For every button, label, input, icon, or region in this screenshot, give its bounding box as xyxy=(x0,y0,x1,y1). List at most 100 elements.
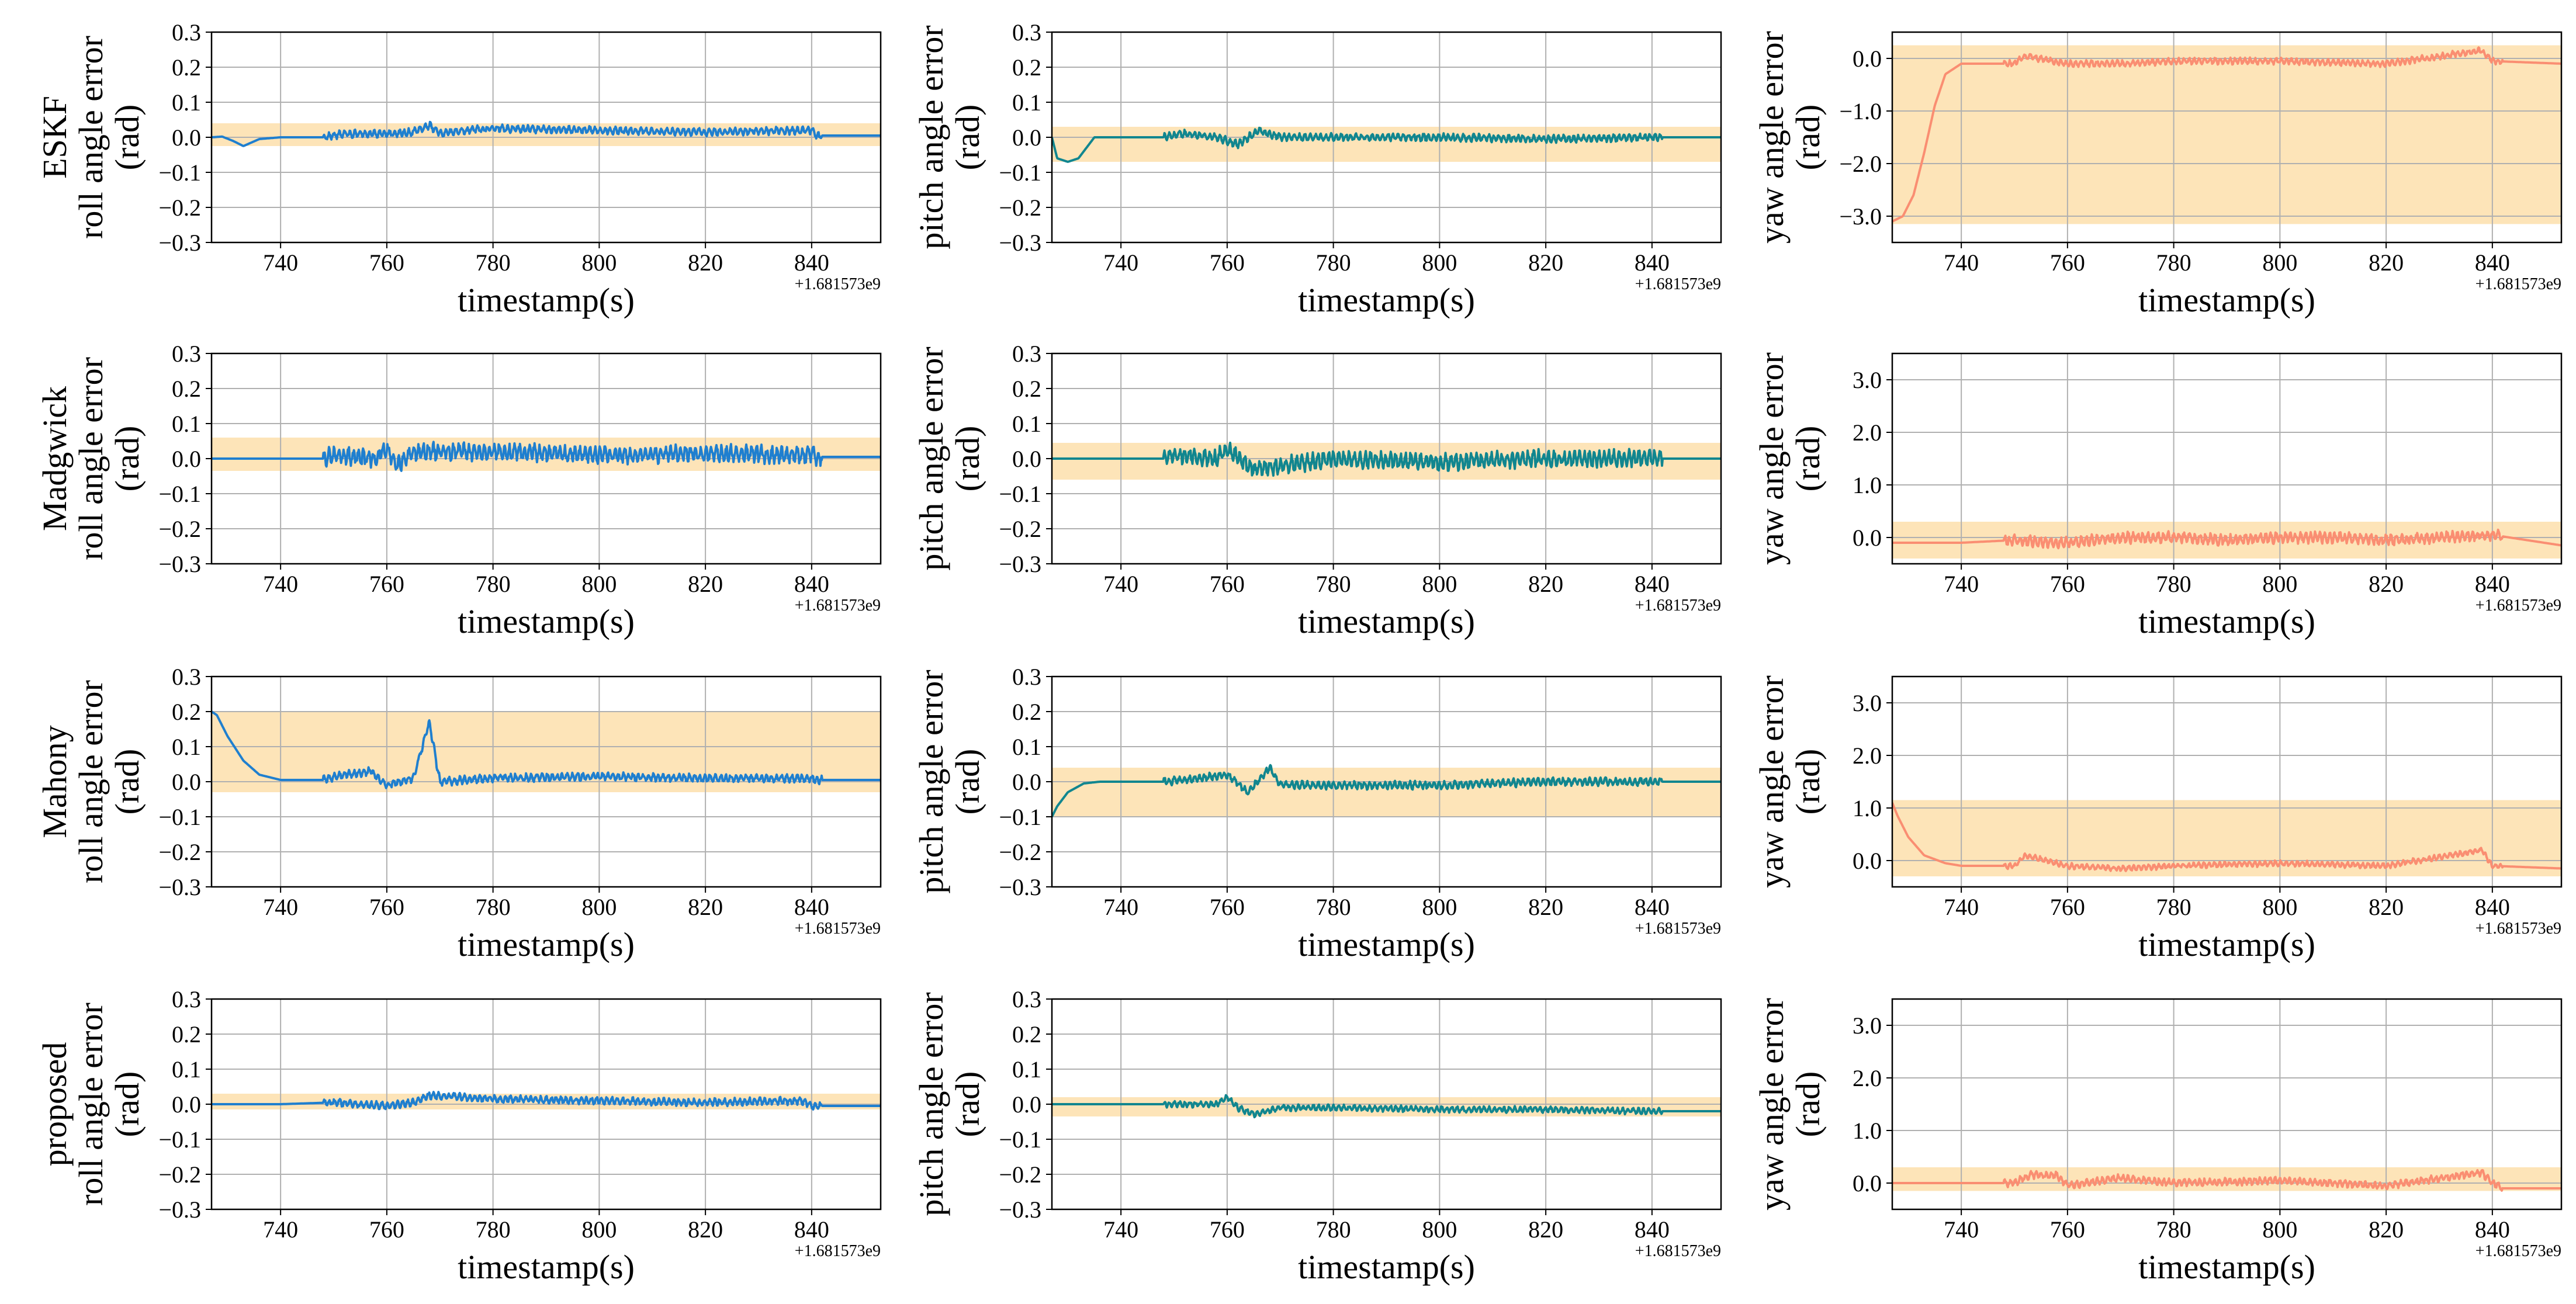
y-tick-label: 0.3 xyxy=(172,986,201,1012)
x-tick-label: 800 xyxy=(2262,894,2297,920)
x-tick-label: 840 xyxy=(794,894,829,920)
y-tick-label: 0.0 xyxy=(1012,124,1041,151)
y-axis-label-line: yaw angle error xyxy=(1753,352,1791,565)
y-axis-label-line: (rad) xyxy=(1789,1071,1827,1137)
y-tick-label: 0.0 xyxy=(1853,1170,1882,1197)
subplot-madgwick-roll: 740 760 780 800 820 840 −0.3 −0.2 −0.1 0.0 0.1 0.2 0… xyxy=(36,341,882,640)
y-tick-label: −0.2 xyxy=(999,839,1041,865)
y-tick-label: −0.3 xyxy=(158,230,201,256)
axes-frame xyxy=(1891,675,2563,888)
y-tick-label: 0.3 xyxy=(1012,19,1041,46)
series-line-pitch xyxy=(1052,126,1721,163)
y-tick-label: −0.2 xyxy=(999,516,1041,542)
x-tick-label: 840 xyxy=(1635,249,1670,276)
x-tick-label: 780 xyxy=(2156,1216,2191,1243)
x-offset-label: +1.681573e9 xyxy=(1635,596,1721,615)
x-tick-label: 820 xyxy=(1528,894,1563,920)
x-tick-label: 800 xyxy=(581,249,617,276)
y-axis-label-line: yaw angle error xyxy=(1753,31,1791,244)
y-tick-label: 0.1 xyxy=(1012,734,1041,760)
x-tick-label: 740 xyxy=(1103,1216,1138,1243)
y-axis-label: pitch angle error(rad) xyxy=(912,670,986,893)
x-offset-label: +1.681573e9 xyxy=(2475,275,2561,293)
x-tick-label: 820 xyxy=(688,1216,723,1243)
y-tick-label: 2.0 xyxy=(1853,743,1882,769)
x-tick-label: 780 xyxy=(2156,249,2191,276)
x-tick-label: 820 xyxy=(2369,1216,2404,1243)
series-line-roll xyxy=(212,1091,881,1111)
y-axis-label: proposedroll angle error(rad) xyxy=(36,1003,146,1206)
y-tick-label: 1.0 xyxy=(1853,1118,1882,1144)
y-tick-label: 3.0 xyxy=(1853,690,1882,716)
x-tick-label: 820 xyxy=(688,571,723,597)
x-tick-label: 800 xyxy=(2262,571,2297,597)
x-tick-label: 760 xyxy=(369,1216,404,1243)
subplot-eskf-yaw: 740 760 780 800 820 840 −3.0 −2.0 −1.0 0.0 +1.6815… xyxy=(1753,31,2563,319)
y-tick-label: 0.0 xyxy=(172,446,201,472)
y-axis-label: Madgwickroll angle error(rad) xyxy=(36,357,146,560)
y-tick-label: 0.0 xyxy=(1012,769,1041,795)
y-tick-label: 0.2 xyxy=(1012,54,1041,81)
y-axis-label-line: roll angle error xyxy=(72,1003,110,1206)
x-axis-label: timestamp(s) xyxy=(2138,1248,2315,1286)
y-axis-label-line: (rad) xyxy=(1789,105,1827,171)
x-axis-label: timestamp(s) xyxy=(1298,602,1475,640)
y-tick-label: 0.1 xyxy=(172,411,201,437)
subplot-proposed-yaw: 740 760 780 800 820 840 0.0 1.0 2.0 3.0 +1.681573e… xyxy=(1753,998,2563,1286)
series-line-yaw xyxy=(1892,528,2561,550)
subplot-eskf-roll: 740 760 780 800 820 840 −0.3 −0.2 −0.1 0.0 0.1 0.2 0… xyxy=(36,19,882,319)
y-tick-label: −0.2 xyxy=(999,195,1041,221)
x-tick-label: 800 xyxy=(1422,571,1457,597)
y-axis-label-line: roll angle error xyxy=(72,36,110,239)
x-tick-label: 760 xyxy=(369,894,404,920)
y-tick-label: 1.0 xyxy=(1853,472,1882,498)
y-tick-label: −0.1 xyxy=(158,481,201,507)
y-tick-label: −0.1 xyxy=(158,159,201,186)
y-tick-label: 0.0 xyxy=(1853,46,1882,72)
x-tick-label: 820 xyxy=(1528,1216,1563,1243)
y-tick-label: 0.3 xyxy=(1012,341,1041,367)
y-tick-label: 0.0 xyxy=(1853,525,1882,551)
y-axis-label: ESKFroll angle error(rad) xyxy=(36,36,146,239)
series-line-roll xyxy=(212,441,881,472)
x-tick-label: 840 xyxy=(2475,1216,2510,1243)
y-tick-label: −0.3 xyxy=(158,1197,201,1223)
y-tick-label: 0.0 xyxy=(172,124,201,151)
y-axis-label-line: (rad) xyxy=(948,426,986,492)
subplot-proposed-pitch: 740 760 780 800 820 840 −0.3 −0.2 −0.1 0.0 0.1 0.2 0… xyxy=(912,986,1722,1286)
y-axis-label: pitch angle error(rad) xyxy=(912,992,986,1216)
x-offset-label: +1.681573e9 xyxy=(795,596,881,615)
y-tick-label: 0.1 xyxy=(172,1056,201,1083)
x-axis-label: timestamp(s) xyxy=(458,602,635,640)
x-axis-label: timestamp(s) xyxy=(458,281,635,319)
y-axis-label-line: roll angle error xyxy=(72,680,110,883)
series-line-roll xyxy=(212,120,881,147)
x-tick-label: 780 xyxy=(2156,894,2191,920)
y-tick-label: 0.3 xyxy=(172,664,201,690)
y-axis-label-line: (rad) xyxy=(108,1071,146,1137)
x-tick-label: 780 xyxy=(1316,894,1351,920)
x-axis-label: timestamp(s) xyxy=(1298,281,1475,319)
y-tick-label: 0.2 xyxy=(1012,376,1041,402)
y-tick-label: −0.2 xyxy=(158,839,201,865)
x-tick-label: 760 xyxy=(1210,894,1245,920)
y-axis-label: pitch angle error(rad) xyxy=(912,25,986,249)
y-tick-label: 0.2 xyxy=(1012,1021,1041,1048)
error-band xyxy=(1052,127,1721,162)
y-tick-label: −0.2 xyxy=(999,1161,1041,1188)
y-axis-label: yaw angle error(rad) xyxy=(1753,31,1827,244)
y-tick-label: −0.3 xyxy=(158,874,201,900)
y-axis-label-line: yaw angle error xyxy=(1753,998,1791,1211)
y-tick-label: 0.0 xyxy=(172,769,201,795)
subplot-mahony-yaw: 740 760 780 800 820 840 0.0 1.0 2.0 3.0 +1.681573e… xyxy=(1753,675,2563,963)
subplot-mahony-roll: 740 760 780 800 820 840 −0.3 −0.2 −0.1 0.0 0.1 0.2 0… xyxy=(36,664,882,963)
y-tick-label: 0.2 xyxy=(172,1021,201,1048)
y-tick-label: −0.2 xyxy=(158,1161,201,1188)
x-axis-label: timestamp(s) xyxy=(458,925,635,963)
y-tick-label: −0.3 xyxy=(158,551,201,577)
x-offset-label: +1.681573e9 xyxy=(2475,596,2561,615)
x-tick-label: 780 xyxy=(1316,249,1351,276)
x-axis-label: timestamp(s) xyxy=(2138,925,2315,963)
axes-frame xyxy=(1891,998,2563,1211)
